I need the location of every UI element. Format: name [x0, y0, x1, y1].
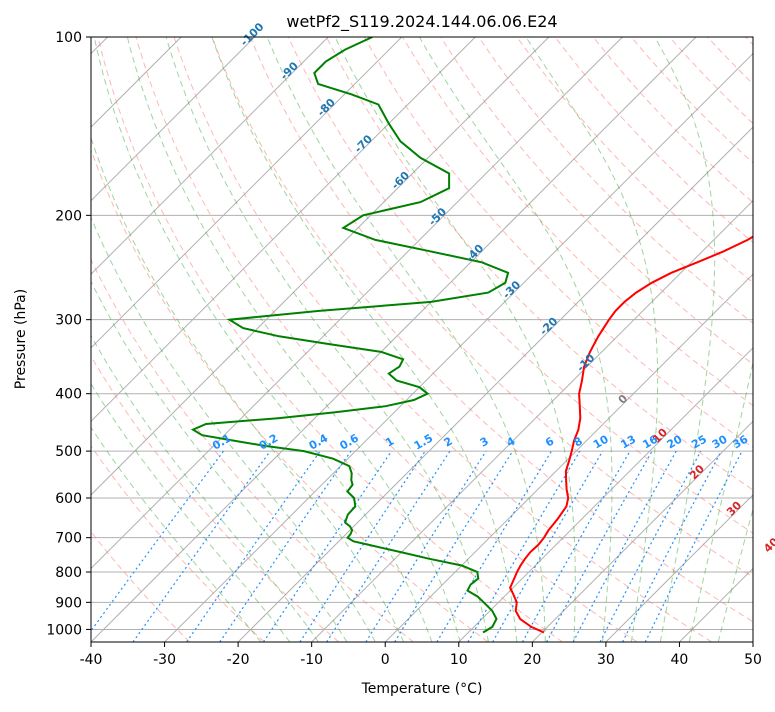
moist-adiabat [689, 37, 775, 642]
isotherm-gridline [679, 37, 775, 642]
isotherm-gridline [0, 37, 255, 642]
dry-adiabat [60, 37, 488, 642]
dry-adiabat-label: -80 [315, 96, 338, 119]
y-tick-label: 100 [55, 30, 82, 46]
y-tick-label: 700 [55, 531, 82, 547]
x-tick-label: -30 [153, 652, 176, 668]
moist-adiabat [0, 37, 319, 642]
mixing-ratio-line [573, 451, 676, 642]
plot-area [0, 37, 775, 642]
mixing-ratio-label: 10 [591, 432, 611, 451]
mixing-ratio-line [220, 451, 351, 642]
mixing-ratio-label: 13 [618, 433, 638, 452]
mixing-ratio-label: 0.4 [307, 431, 331, 452]
x-axis-title: Temperature (°C) [361, 681, 483, 697]
moist-adiabat [40, 37, 376, 642]
dry-adiabat [136, 37, 637, 642]
mixing-ratio-label: 6 [543, 434, 556, 449]
moist-adiabat [0, 37, 261, 642]
dry-adiabat [0, 37, 339, 642]
isotherm-gridline [459, 37, 775, 642]
dry-adiabat [98, 37, 563, 642]
mixing-ratio-line [300, 451, 425, 642]
x-tick-label: 0 [381, 652, 390, 668]
moist-adiabat [526, 37, 658, 642]
y-tick-label: 500 [55, 444, 82, 460]
isotherm-gridline [532, 37, 775, 642]
mixing-ratio-label: 25 [689, 433, 709, 452]
y-axis: 100 200 300 400 500 600 700 800 900 1000 [46, 30, 91, 638]
dry-adiabat [0, 37, 264, 642]
chart-title: wetPf2_S119.2024.144.06.06.E24 [286, 12, 557, 32]
mixing-ratio-line [327, 451, 450, 642]
mixing-ratio-line [395, 451, 513, 642]
x-tick-label: 40 [671, 652, 689, 668]
dry-adiabat-label: -50 [426, 205, 449, 228]
moist-adiabat [65, 37, 403, 642]
x-axis: -40 -30 -20 -10 0 10 20 30 40 50 [80, 642, 762, 668]
y-axis-title: Pressure (hPa) [13, 289, 29, 389]
dry-adiabat [669, 37, 775, 642]
mixing-ratio-line [600, 451, 701, 642]
x-tick-label: -20 [227, 652, 250, 668]
mixing-ratio-line [366, 451, 486, 642]
dry-adiabat [593, 37, 775, 642]
moist-adiabat [94, 37, 432, 642]
x-tick-label: 30 [597, 652, 615, 668]
moist-adiabat [166, 37, 488, 642]
moist-adiabat [267, 37, 545, 642]
dry-adiabat-label: -90 [278, 59, 301, 82]
temperature-profile [510, 37, 775, 633]
dry-adiabat-label: 40 [761, 535, 775, 555]
dry-adiabat-label: -60 [389, 169, 412, 192]
y-tick-label: 1000 [46, 622, 82, 638]
mixing-ratio-label: 1.5 [412, 432, 435, 453]
dry-adiabat-label: -100 [238, 20, 267, 49]
mixing-ratio-label: 0.1 [210, 432, 233, 453]
isotherm-gridline [312, 37, 775, 642]
x-tick-label: -40 [80, 652, 103, 668]
y-tick-label: 400 [55, 387, 82, 403]
mixing-ratio-label: 8 [572, 435, 585, 450]
y-tick-label: 300 [55, 313, 82, 329]
dry-adiabat-label: -20 [537, 315, 560, 338]
y-tick-label: 600 [55, 491, 82, 507]
dry-adiabat [479, 37, 775, 642]
dry-adiabat [517, 37, 775, 642]
mixing-ratio-label: 3 [478, 435, 491, 450]
mixing-ratio-label: 30 [710, 432, 730, 451]
isotherm-gridline [385, 37, 775, 642]
x-tick-label: 20 [523, 652, 541, 668]
isotherm-gridline [238, 37, 775, 642]
dry-adiabat-label: -70 [352, 132, 375, 155]
x-tick-label: 50 [744, 652, 762, 668]
mixing-ratio-label: 36 [730, 432, 750, 451]
moist-adiabat [419, 37, 612, 642]
isotherm-gridline [0, 37, 402, 642]
dry-adiabat-label: -30 [500, 278, 523, 301]
mixing-ratio-label: 1 [383, 435, 396, 450]
moist-adiabat [655, 37, 715, 642]
y-tick-label: 900 [55, 595, 82, 611]
x-tick-label: 10 [450, 652, 468, 668]
y-tick-label: 800 [55, 565, 82, 581]
x-tick-label: -10 [300, 652, 323, 668]
y-tick-label: 200 [55, 208, 82, 224]
dry-adiabat [22, 37, 414, 642]
isotherm-gridline [165, 37, 770, 642]
moist-adiabat [212, 37, 517, 642]
